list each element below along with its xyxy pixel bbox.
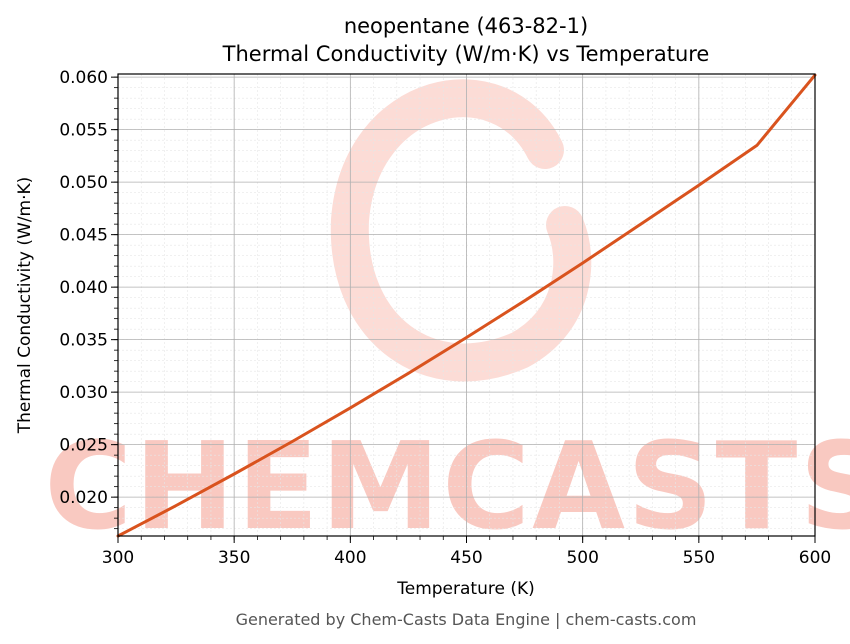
y-tick-label: 0.020 (59, 488, 108, 508)
x-tick-label: 450 (450, 548, 482, 568)
series-line (116, 73, 817, 538)
x-axis-label: Temperature (K) (396, 579, 535, 599)
y-tick-label: 0.055 (59, 121, 108, 141)
y-tick-label: 0.060 (59, 68, 108, 88)
x-axis-ticks: 300 350 400 450 500 550 600 (102, 536, 831, 568)
x-tick-label: 400 (334, 548, 366, 568)
watermark-swirl-icon (330, 79, 592, 382)
y-tick-label: 0.035 (59, 331, 108, 351)
y-tick-label: 0.045 (59, 226, 108, 246)
y-axis-ticks: 0.020 0.025 0.030 0.035 0.040 0.045 0.050 0.055… (59, 68, 118, 530)
footer-credit: Generated by Chem-Casts Data Engine | ch… (236, 610, 697, 629)
y-tick-label: 0.050 (59, 173, 108, 193)
x-tick-label: 350 (218, 548, 250, 568)
watermark: CHEMCASTS (44, 79, 850, 557)
chart-title-line2: Thermal Conductivity (W/m·K) vs Temperat… (222, 42, 710, 66)
y-tick-label: 0.025 (59, 436, 108, 456)
watermark-text: CHEMCASTS (44, 418, 850, 557)
y-tick-label: 0.030 (59, 383, 108, 403)
y-axis-label: Thermal Conductivity (W/m·K) (15, 177, 35, 435)
series-group (116, 73, 817, 538)
x-tick-label: 300 (102, 548, 134, 568)
y-tick-label: 0.040 (59, 278, 108, 298)
chart-title-line1: neopentane (463-82-1) (344, 14, 588, 38)
x-tick-label: 500 (566, 548, 598, 568)
x-tick-label: 600 (799, 548, 831, 568)
x-tick-label: 550 (683, 548, 715, 568)
